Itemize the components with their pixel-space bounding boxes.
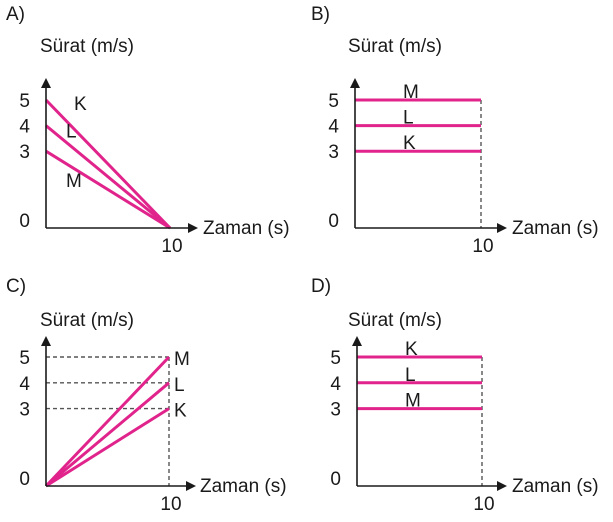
x-axis-arrow-icon [188,223,198,233]
series-line-l [45,381,170,488]
y-axis-title: Sürat (m/s) [348,36,442,57]
y-tick-label: 4 [19,374,30,395]
series-label-k: K [74,94,87,115]
y-tick-label: 0 [328,211,339,232]
option-letter: D) [311,276,331,297]
x-axis-title: Zaman (s) [512,476,599,497]
series-line-k [45,407,170,488]
y-axis-title: Sürat (m/s) [40,36,134,57]
y-axis-title: Sürat (m/s) [40,310,134,331]
panel-d: D) Sürat (m/s) Zaman (s) 0 3 4 5 10 KLM [311,276,599,515]
series-line-m [45,149,171,230]
y-tick-label: 5 [330,348,341,369]
y-tick-label: 5 [19,91,30,112]
y-tick-label: 4 [330,374,341,395]
y-axis-arrow-icon [350,78,360,88]
series-label-k: K [403,133,416,154]
x-axis-arrow-icon [186,481,196,491]
x-axis-title: Zaman (s) [512,218,599,239]
y-axis-arrow-icon [352,336,362,346]
y-tick-label: 3 [330,400,341,421]
series-line-l [45,124,171,230]
y-axis-title: Sürat (m/s) [348,310,442,331]
series-label-l: L [66,122,77,143]
series-label-m: M [403,82,419,103]
y-tick-label: 0 [19,469,30,490]
panel-b: B) Sürat (m/s) Zaman (s) 0 3 4 5 10 MLK [311,4,599,257]
series-label-k: K [405,339,418,360]
series-label-l: L [403,108,414,129]
x-axis-arrow-icon [497,481,507,491]
series-label-l: L [174,375,185,396]
y-tick-label: 3 [19,400,30,421]
x-tick-label: 10 [160,494,181,515]
series-label-k: K [174,401,187,422]
x-axis-title: Zaman (s) [203,218,290,239]
series-label-m: M [174,349,190,370]
option-letter: A) [6,4,25,25]
x-tick-label: 10 [473,494,494,515]
y-tick-label: 4 [19,117,30,138]
series-label-m: M [405,391,421,412]
y-tick-label: 3 [19,142,30,163]
y-tick-label: 4 [328,117,339,138]
y-tick-label: 0 [330,469,341,490]
y-tick-label: 0 [19,211,30,232]
x-tick-label: 10 [161,236,182,257]
x-axis-title: Zaman (s) [200,476,287,497]
option-letter: B) [311,4,330,25]
option-letter: C) [6,276,26,297]
series-label-m: M [66,171,82,192]
x-axis-arrow-icon [497,223,507,233]
x-tick-label: 10 [472,236,493,257]
panel-c: C) Sürat (m/s) Zaman (s) 0 3 4 5 10 MLK [6,276,287,515]
y-tick-label: 5 [328,91,339,112]
y-tick-label: 5 [19,348,30,369]
y-axis-arrow-icon [41,78,51,88]
series-line-m [44,355,171,488]
series-line-k [44,98,172,230]
panel-a: A) Sürat (m/s) Zaman (s) 0 3 4 5 10 KL M [6,4,290,257]
y-axis-arrow-icon [41,336,51,346]
y-tick-label: 3 [328,142,339,163]
series-label-l: L [405,365,416,386]
